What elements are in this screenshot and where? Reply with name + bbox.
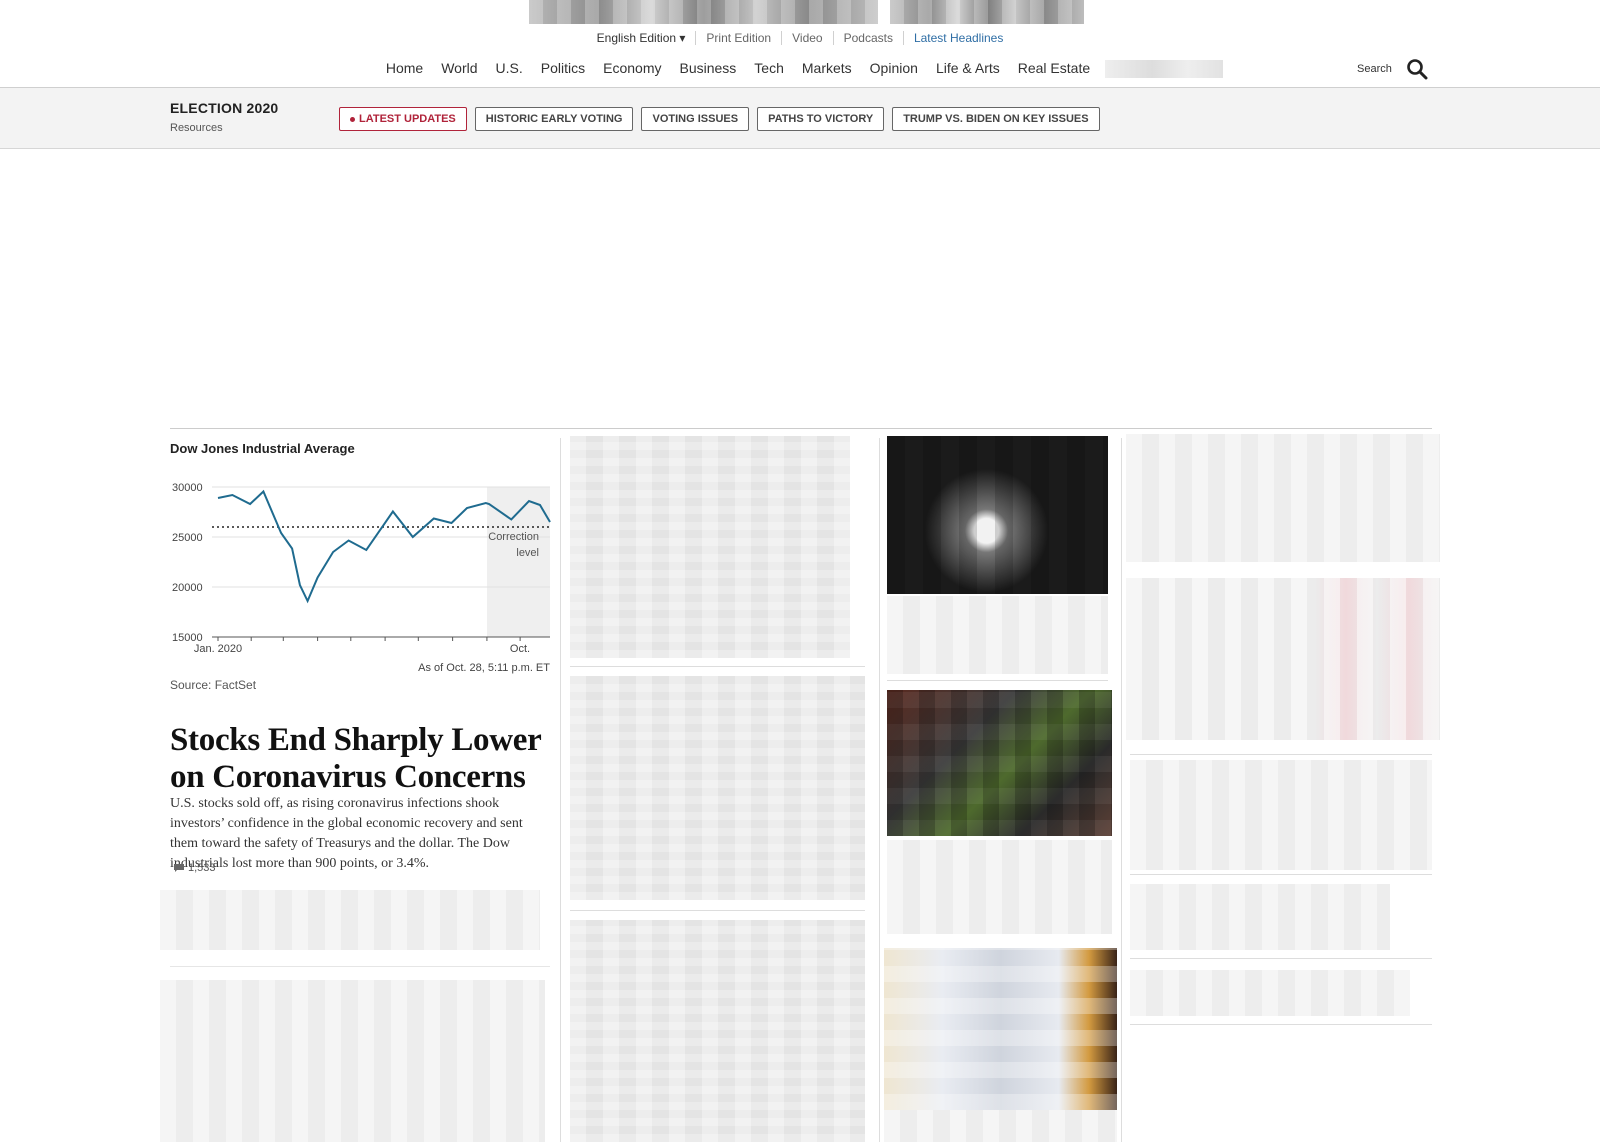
x-tick-label-oct: Oct. xyxy=(510,643,530,655)
nav-world[interactable]: World xyxy=(441,60,478,76)
nav-real-estate[interactable]: Real Estate xyxy=(1017,60,1091,76)
blurred-story[interactable] xyxy=(1130,970,1410,1016)
nav-tech[interactable]: Tech xyxy=(754,60,784,76)
edition-bar: English Edition ▾ Print Edition Video Podca… xyxy=(0,31,1600,45)
nav-us[interactable]: U.S. xyxy=(495,60,523,76)
blurred-story[interactable] xyxy=(884,1110,1117,1142)
search-label: Search xyxy=(1357,63,1392,75)
nav-divider xyxy=(0,87,1600,88)
story-image[interactable] xyxy=(884,948,1117,1110)
blurred-story[interactable] xyxy=(570,676,865,900)
blurred-story[interactable] xyxy=(570,920,865,1142)
story-divider xyxy=(887,680,1108,681)
content-top-rule xyxy=(170,428,1432,429)
blurred-story[interactable] xyxy=(1130,760,1432,870)
voting-issues-pill[interactable]: VOTING ISSUES xyxy=(641,107,750,131)
video-link[interactable]: Video xyxy=(782,31,834,45)
annotation-correction: Correction xyxy=(488,531,539,543)
masthead-logo[interactable] xyxy=(529,0,878,24)
nav-business[interactable]: Business xyxy=(679,60,737,76)
dow-jones-chart[interactable]: 30000 25000 20000 15000 Correction level Ja… xyxy=(170,470,555,675)
column-divider xyxy=(1121,438,1122,1142)
nav-markets[interactable]: Markets xyxy=(801,60,852,76)
nav-life-arts[interactable]: Life & Arts xyxy=(935,60,1000,76)
story-image[interactable] xyxy=(887,436,1108,594)
y-axis-ticks: 30000 25000 20000 15000 xyxy=(172,482,203,644)
x-axis-ticks xyxy=(217,637,521,641)
live-dot-icon xyxy=(350,116,355,122)
nav-home[interactable]: Home xyxy=(385,60,424,76)
blurred-story[interactable] xyxy=(1130,884,1390,950)
nav-opinion[interactable]: Opinion xyxy=(869,60,918,76)
comment-bubble-icon xyxy=(174,864,184,872)
nav-politics[interactable]: Politics xyxy=(540,60,586,76)
story-image[interactable] xyxy=(887,690,1112,836)
nav-item-blurred[interactable] xyxy=(1105,60,1224,79)
election-subtitle: Resources xyxy=(170,122,223,134)
story-divider xyxy=(1130,958,1432,959)
annotation-level: level xyxy=(516,547,539,559)
print-edition-link[interactable]: Print Edition xyxy=(696,31,783,45)
story-divider xyxy=(170,966,550,967)
blurred-story[interactable] xyxy=(160,890,540,950)
story-divider xyxy=(1130,1024,1432,1025)
as-of-timestamp: As of Oct. 28, 5:11 p.m. ET xyxy=(418,662,550,674)
paths-to-victory-pill[interactable]: PATHS TO VICTORY xyxy=(757,107,885,131)
latest-headlines-link[interactable]: Latest Headlines xyxy=(913,31,1004,45)
election-resources-bar: ELECTION 2020 Resources LATEST UPDATES H… xyxy=(0,88,1600,149)
blurred-story[interactable] xyxy=(887,596,1108,674)
chart-title[interactable]: Dow Jones Industrial Average xyxy=(170,441,355,456)
blurred-market-table[interactable] xyxy=(1126,578,1440,740)
blurred-widget[interactable] xyxy=(1126,434,1440,562)
story-divider xyxy=(1130,874,1432,875)
english-edition-dropdown[interactable]: English Edition ▾ xyxy=(586,31,697,45)
search-icon xyxy=(1407,59,1428,80)
main-nav: Home World U.S. Politics Economy Business Tech… xyxy=(0,60,1600,79)
y-tick-label: 30000 xyxy=(172,482,203,494)
comment-count-value: 1,533 xyxy=(188,862,216,874)
blurred-story[interactable] xyxy=(570,436,850,658)
chart-source: Source: FactSet xyxy=(170,678,257,692)
blurred-story[interactable] xyxy=(160,980,545,1142)
x-tick-label-jan: Jan. 2020 xyxy=(194,643,242,655)
latest-updates-pill[interactable]: LATEST UPDATES xyxy=(339,107,467,131)
column-divider xyxy=(879,438,880,1142)
y-tick-label: 15000 xyxy=(172,632,203,644)
search-button[interactable]: Search xyxy=(1357,58,1428,80)
comment-count[interactable]: 1,533 xyxy=(173,862,216,874)
y-tick-label: 20000 xyxy=(172,582,203,594)
nav-economy[interactable]: Economy xyxy=(603,60,662,76)
election-pills: LATEST UPDATES HISTORIC EARLY VOTING VOT… xyxy=(339,107,1100,131)
pill-label: LATEST UPDATES xyxy=(359,113,456,125)
historic-early-voting-pill[interactable]: HISTORIC EARLY VOTING xyxy=(474,107,634,131)
masthead-logo-secondary[interactable] xyxy=(890,0,1084,24)
dow-series-line xyxy=(217,489,551,604)
lead-summary: U.S. stocks sold off, as rising coronavi… xyxy=(170,796,523,871)
blurred-story[interactable] xyxy=(887,840,1112,934)
trump-vs-biden-pill[interactable]: TRUMP VS. BIDEN ON KEY ISSUES xyxy=(892,107,1100,131)
story-divider xyxy=(570,910,865,911)
lead-headline[interactable]: Stocks End Sharply Lower on Coronavirus … xyxy=(170,722,541,796)
podcasts-link[interactable]: Podcasts xyxy=(833,31,904,45)
column-divider xyxy=(560,438,561,1142)
election-title[interactable]: ELECTION 2020 xyxy=(170,100,279,116)
story-divider xyxy=(570,666,865,667)
y-tick-label: 25000 xyxy=(172,532,203,544)
story-divider xyxy=(1130,754,1432,755)
